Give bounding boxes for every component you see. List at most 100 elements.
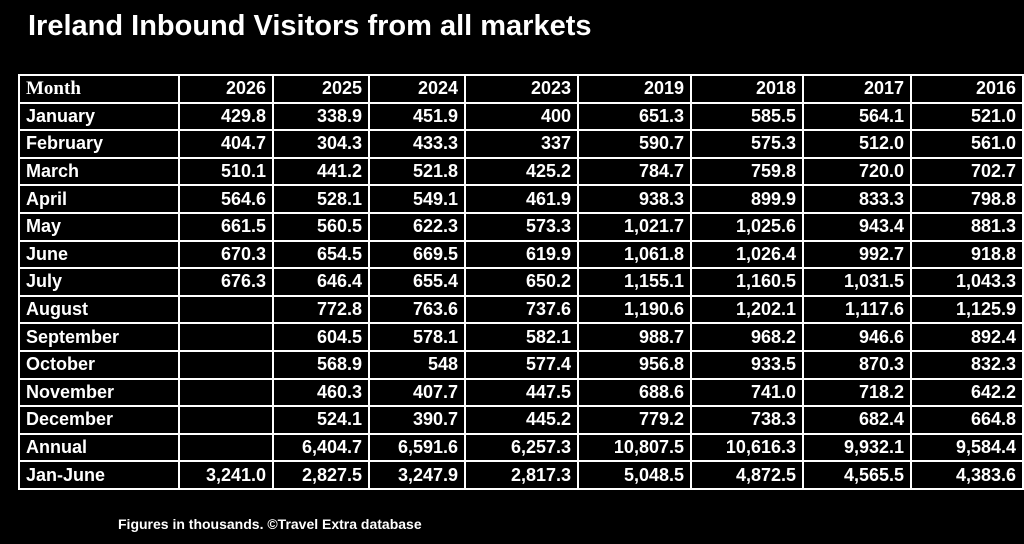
cell: 528.1 [272, 184, 370, 214]
cell: 6,404.7 [272, 432, 370, 463]
row-label: November [18, 377, 180, 408]
footnote: Figures in thousands. ©Travel Extra data… [118, 516, 422, 532]
cell: 447.5 [464, 377, 579, 408]
row-label: June [18, 239, 180, 270]
cell: 2,817.3 [464, 460, 579, 490]
cell: 460.3 [272, 377, 370, 408]
cell: 1,021.7 [577, 211, 692, 242]
row-label: Jan-June [18, 460, 180, 490]
cell: 390.7 [368, 405, 466, 435]
cell: 688.6 [577, 377, 692, 408]
cell [178, 432, 274, 463]
table-body: January 429.8 338.9 451.9 400 651.3 585.5 564.1… [18, 101, 1024, 490]
cell: 832.3 [910, 349, 1024, 380]
cell: 943.4 [802, 211, 912, 242]
cell: 718.2 [802, 377, 912, 408]
cell: 720.0 [802, 156, 912, 187]
cell: 445.2 [464, 405, 579, 435]
cell: 524.1 [272, 405, 370, 435]
cell: 568.9 [272, 349, 370, 380]
cell: 833.3 [802, 184, 912, 214]
cell: 763.6 [368, 294, 466, 325]
cell: 560.5 [272, 211, 370, 242]
row-label: January [18, 101, 180, 132]
cell: 738.3 [690, 405, 804, 435]
cell: 304.3 [272, 129, 370, 159]
row-label: September [18, 322, 180, 352]
cell: 619.9 [464, 239, 579, 270]
cell: 604.5 [272, 322, 370, 352]
header-cell: 2023 [464, 74, 579, 104]
row-label: December [18, 405, 180, 435]
header-row: Month 2026 2025 2024 2023 2019 2018 2017 2016 [18, 74, 1024, 104]
cell [178, 405, 274, 435]
cell: 759.8 [690, 156, 804, 187]
cell: 1,190.6 [577, 294, 692, 325]
cell: 4,565.5 [802, 460, 912, 490]
cell: 1,155.1 [577, 267, 692, 297]
cell: 573.3 [464, 211, 579, 242]
cell: 3,247.9 [368, 460, 466, 490]
cell: 968.2 [690, 322, 804, 352]
row-label: July [18, 267, 180, 297]
cell: 670.3 [178, 239, 274, 270]
header-cell: 2016 [910, 74, 1024, 104]
cell: 642.2 [910, 377, 1024, 408]
cell: 741.0 [690, 377, 804, 408]
cell: 564.1 [802, 101, 912, 132]
row-label: Annual [18, 432, 180, 463]
cell: 451.9 [368, 101, 466, 132]
table-row: November 460.3 407.7 447.5 688.6 741.0 718.2 64… [18, 377, 1024, 408]
cell: 1,061.8 [577, 239, 692, 270]
cell: 425.2 [464, 156, 579, 187]
cell: 988.7 [577, 322, 692, 352]
cell: 938.3 [577, 184, 692, 214]
cell: 784.7 [577, 156, 692, 187]
cell: 737.6 [464, 294, 579, 325]
table-row: Jan-June 3,241.0 2,827.5 3,247.9 2,817.3 5,04… [18, 460, 1024, 490]
cell: 429.8 [178, 101, 274, 132]
cell: 664.8 [910, 405, 1024, 435]
header-cell: 2019 [577, 74, 692, 104]
row-label: March [18, 156, 180, 187]
cell: 1,202.1 [690, 294, 804, 325]
cell: 899.9 [690, 184, 804, 214]
table-row: March 510.1 441.2 521.8 425.2 784.7 759.8 720.0… [18, 156, 1024, 187]
cell: 575.3 [690, 129, 804, 159]
cell: 661.5 [178, 211, 274, 242]
cell: 338.9 [272, 101, 370, 132]
cell: 2,827.5 [272, 460, 370, 490]
cell: 3,241.0 [178, 460, 274, 490]
cell [178, 294, 274, 325]
cell: 433.3 [368, 129, 466, 159]
cell: 650.2 [464, 267, 579, 297]
cell: 6,591.6 [368, 432, 466, 463]
cell: 933.5 [690, 349, 804, 380]
table-row: February 404.7 304.3 433.3 337 590.7 575.3 512.… [18, 129, 1024, 159]
cell [178, 349, 274, 380]
title: Ireland Inbound Visitors from all market… [28, 10, 592, 42]
header-cell: 2018 [690, 74, 804, 104]
cell: 10,616.3 [690, 432, 804, 463]
cell: 779.2 [577, 405, 692, 435]
cell: 400 [464, 101, 579, 132]
cell: 521.0 [910, 101, 1024, 132]
table-row: September 604.5 578.1 582.1 988.7 968.2 946.6 8… [18, 322, 1024, 352]
cell: 461.9 [464, 184, 579, 214]
cell: 892.4 [910, 322, 1024, 352]
cell: 10,807.5 [577, 432, 692, 463]
cell: 521.8 [368, 156, 466, 187]
cell: 1,125.9 [910, 294, 1024, 325]
row-label: February [18, 129, 180, 159]
cell: 561.0 [910, 129, 1024, 159]
cell: 9,584.4 [910, 432, 1024, 463]
cell: 870.3 [802, 349, 912, 380]
row-label: April [18, 184, 180, 214]
cell: 564.6 [178, 184, 274, 214]
cell: 5,048.5 [577, 460, 692, 490]
cell: 798.8 [910, 184, 1024, 214]
cell: 992.7 [802, 239, 912, 270]
table-row: August 772.8 763.6 737.6 1,190.6 1,202.1 1,117… [18, 294, 1024, 325]
table-row: January 429.8 338.9 451.9 400 651.3 585.5 564.1… [18, 101, 1024, 132]
